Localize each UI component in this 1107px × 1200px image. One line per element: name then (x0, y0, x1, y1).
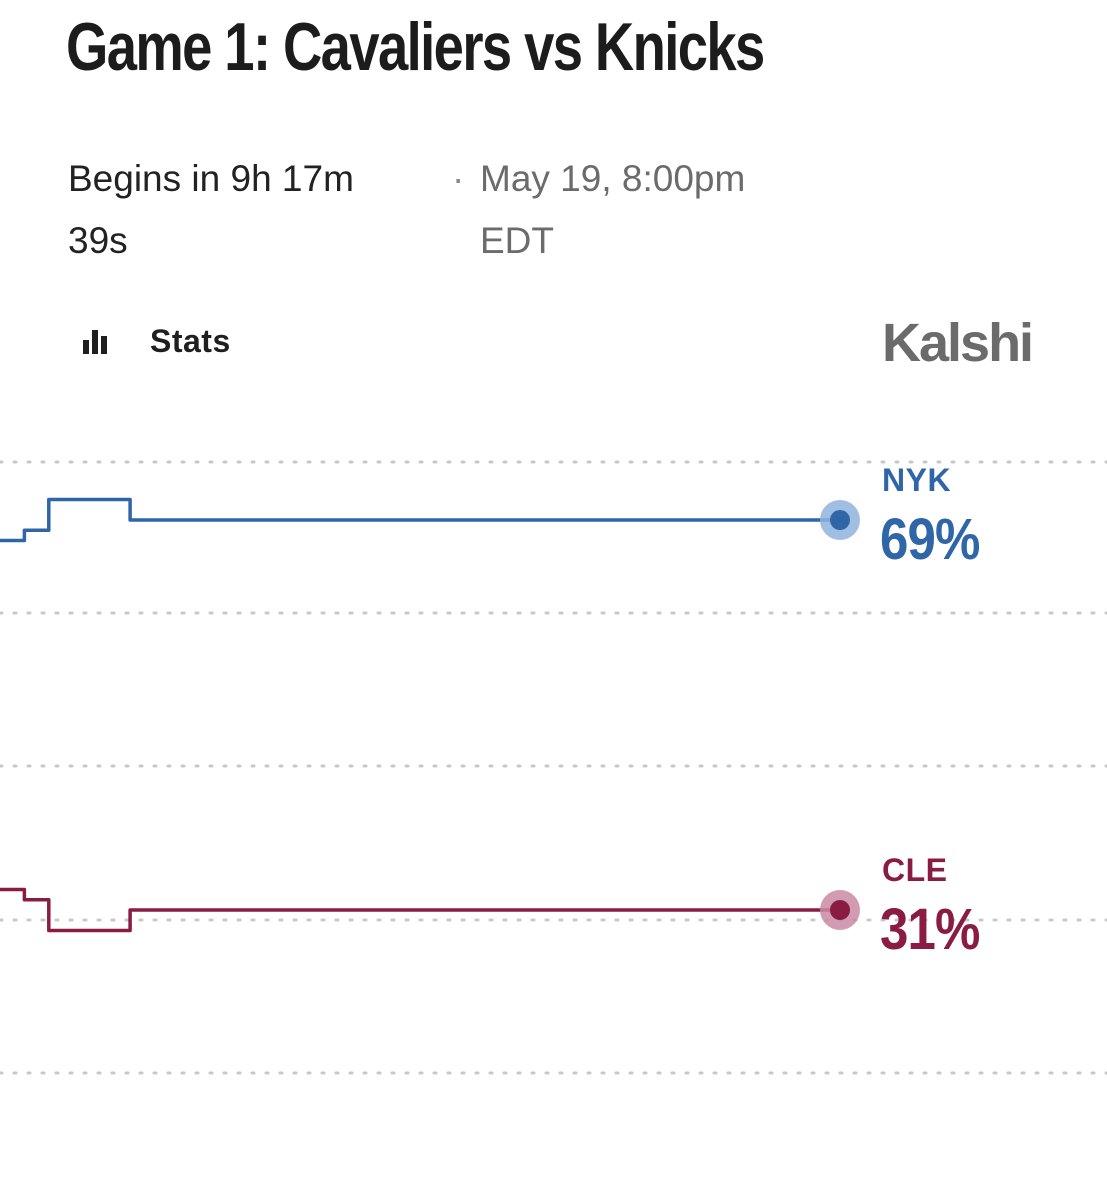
separator-dot: · (452, 158, 465, 199)
game-timezone: EDT (480, 220, 554, 261)
cle-percentage: 31% (880, 897, 980, 962)
game-date: May 19, 8:00pm (480, 158, 746, 199)
nyk-series-line (0, 497, 840, 543)
cle-team-label: CLE (882, 852, 948, 888)
page-title: Game 1: Cavaliers vs Knicks (66, 9, 765, 85)
stats-label: Stats (150, 322, 231, 359)
countdown-line-1: Begins in 9h 17m (68, 158, 354, 199)
bar-chart-icon (78, 326, 118, 356)
kalshi-logo: Kalshi (882, 313, 1034, 373)
nyk-current-point (830, 510, 850, 530)
nyk-percentage: 69% (880, 507, 980, 572)
countdown: Begins in 9h 17m 39s (68, 148, 438, 272)
stats-button[interactable]: Stats (78, 316, 231, 366)
nyk-team-label: NYK (882, 462, 952, 498)
game-datetime: · May 19, 8:00pm EDT (452, 148, 832, 272)
cle-series-line (0, 887, 840, 933)
cle-current-point (830, 900, 850, 920)
countdown-line-2: 39s (68, 220, 128, 261)
odds-chart (0, 430, 1107, 1130)
